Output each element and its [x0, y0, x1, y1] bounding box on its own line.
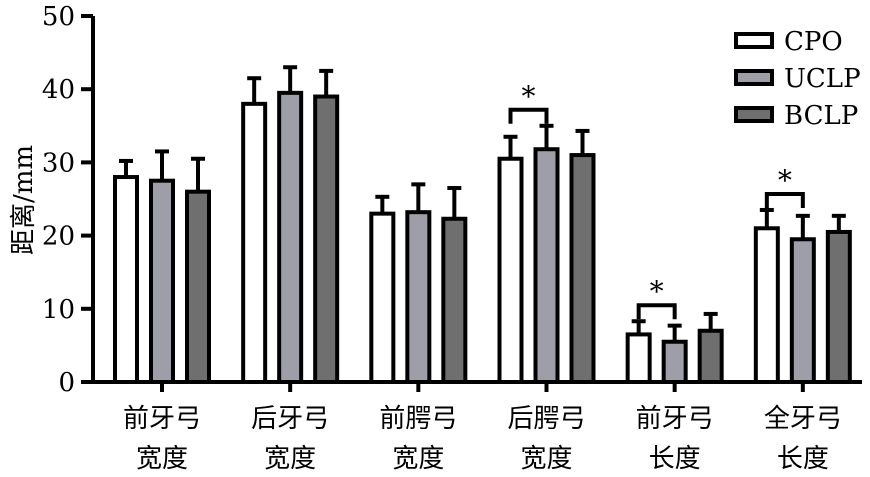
- y-tick-label: 40: [42, 75, 75, 105]
- bar-uclp: [405, 210, 432, 384]
- legend: CPO UCLP BCLP: [734, 27, 861, 131]
- legend-item-bclp: BCLP: [734, 101, 858, 131]
- y-tick-label: 10: [42, 295, 75, 325]
- error-bar: [375, 194, 390, 214]
- bar-uclp: [661, 339, 688, 384]
- bar-cpo: [497, 156, 524, 384]
- significance-star: *: [522, 80, 536, 113]
- error-bar: [247, 76, 262, 104]
- error-bar: [759, 207, 774, 229]
- bar-bclp: [441, 216, 468, 384]
- category-label: 前牙弓: [636, 404, 714, 434]
- significance-star: *: [650, 275, 664, 308]
- y-tick-label: 20: [42, 222, 75, 252]
- category-label: 宽度: [520, 444, 572, 474]
- category-label: 宽度: [264, 444, 316, 474]
- category-label: 前腭弓: [379, 404, 457, 434]
- bar-cpo: [753, 226, 780, 384]
- legend-label: BCLP: [784, 101, 858, 131]
- bar-bclp: [697, 328, 724, 385]
- error-bars: [119, 65, 846, 342]
- axes: [91, 16, 862, 384]
- error-bar: [631, 319, 646, 335]
- legend-item-uclp: UCLP: [734, 64, 861, 94]
- bar-bclp: [825, 229, 852, 384]
- category-label: 后腭弓: [507, 404, 585, 434]
- bar-bclp: [185, 189, 211, 384]
- bracket-line: [636, 303, 677, 320]
- category-label: 长度: [649, 444, 701, 474]
- bar-bclp: [569, 153, 596, 384]
- legend-item-cpo: CPO: [734, 27, 843, 57]
- error-bar: [539, 123, 554, 150]
- bar-cpo: [369, 211, 396, 384]
- legend-swatch: [734, 32, 774, 49]
- bracket-line: [764, 191, 805, 208]
- bars: [113, 90, 852, 385]
- legend-label: UCLP: [784, 64, 861, 94]
- legend-label: CPO: [784, 27, 843, 57]
- significance-bracket: *: [636, 275, 677, 320]
- y-ticks: 0 10 20 30 40 50: [42, 2, 93, 398]
- legend-swatch: [734, 106, 774, 123]
- category-label: 后牙弓: [251, 404, 329, 434]
- bar-bclp: [313, 94, 340, 385]
- y-tick-label: 50: [42, 2, 75, 32]
- error-bar: [447, 186, 462, 219]
- error-bar: [155, 149, 169, 181]
- bar-uclp: [533, 147, 560, 384]
- category-label: 宽度: [392, 444, 444, 474]
- category-label: 前牙弓: [123, 404, 201, 434]
- error-bar: [503, 134, 518, 159]
- category-label: 长度: [777, 444, 829, 474]
- error-bar: [831, 213, 846, 232]
- error-bar: [795, 213, 810, 240]
- error-bar: [119, 158, 133, 178]
- bar-cpo: [113, 175, 139, 384]
- error-bar: [411, 182, 426, 213]
- bar-uclp: [149, 178, 175, 384]
- significance-star: *: [778, 164, 792, 197]
- error-bar: [191, 156, 205, 192]
- error-bar: [575, 128, 590, 156]
- y-axis-label: 距离/mm: [9, 145, 39, 255]
- significance-bracket: *: [764, 164, 805, 208]
- bar-cpo: [625, 332, 652, 385]
- y-tick-label: 30: [42, 148, 75, 178]
- legend-swatch: [734, 69, 774, 86]
- bar-cpo: [241, 101, 268, 384]
- y-tick-label: 0: [58, 368, 75, 398]
- significance-markers: * * *: [508, 80, 805, 320]
- error-bar: [283, 65, 298, 93]
- bar-uclp: [789, 237, 816, 384]
- error-bar: [703, 311, 718, 331]
- category-label: 宽度: [136, 444, 188, 474]
- significance-bracket: *: [508, 80, 549, 124]
- bar-uclp: [277, 90, 304, 385]
- bracket-line: [508, 107, 549, 124]
- category-label: 全牙弓: [764, 404, 842, 434]
- error-bar: [667, 323, 682, 342]
- error-bar: [319, 68, 334, 97]
